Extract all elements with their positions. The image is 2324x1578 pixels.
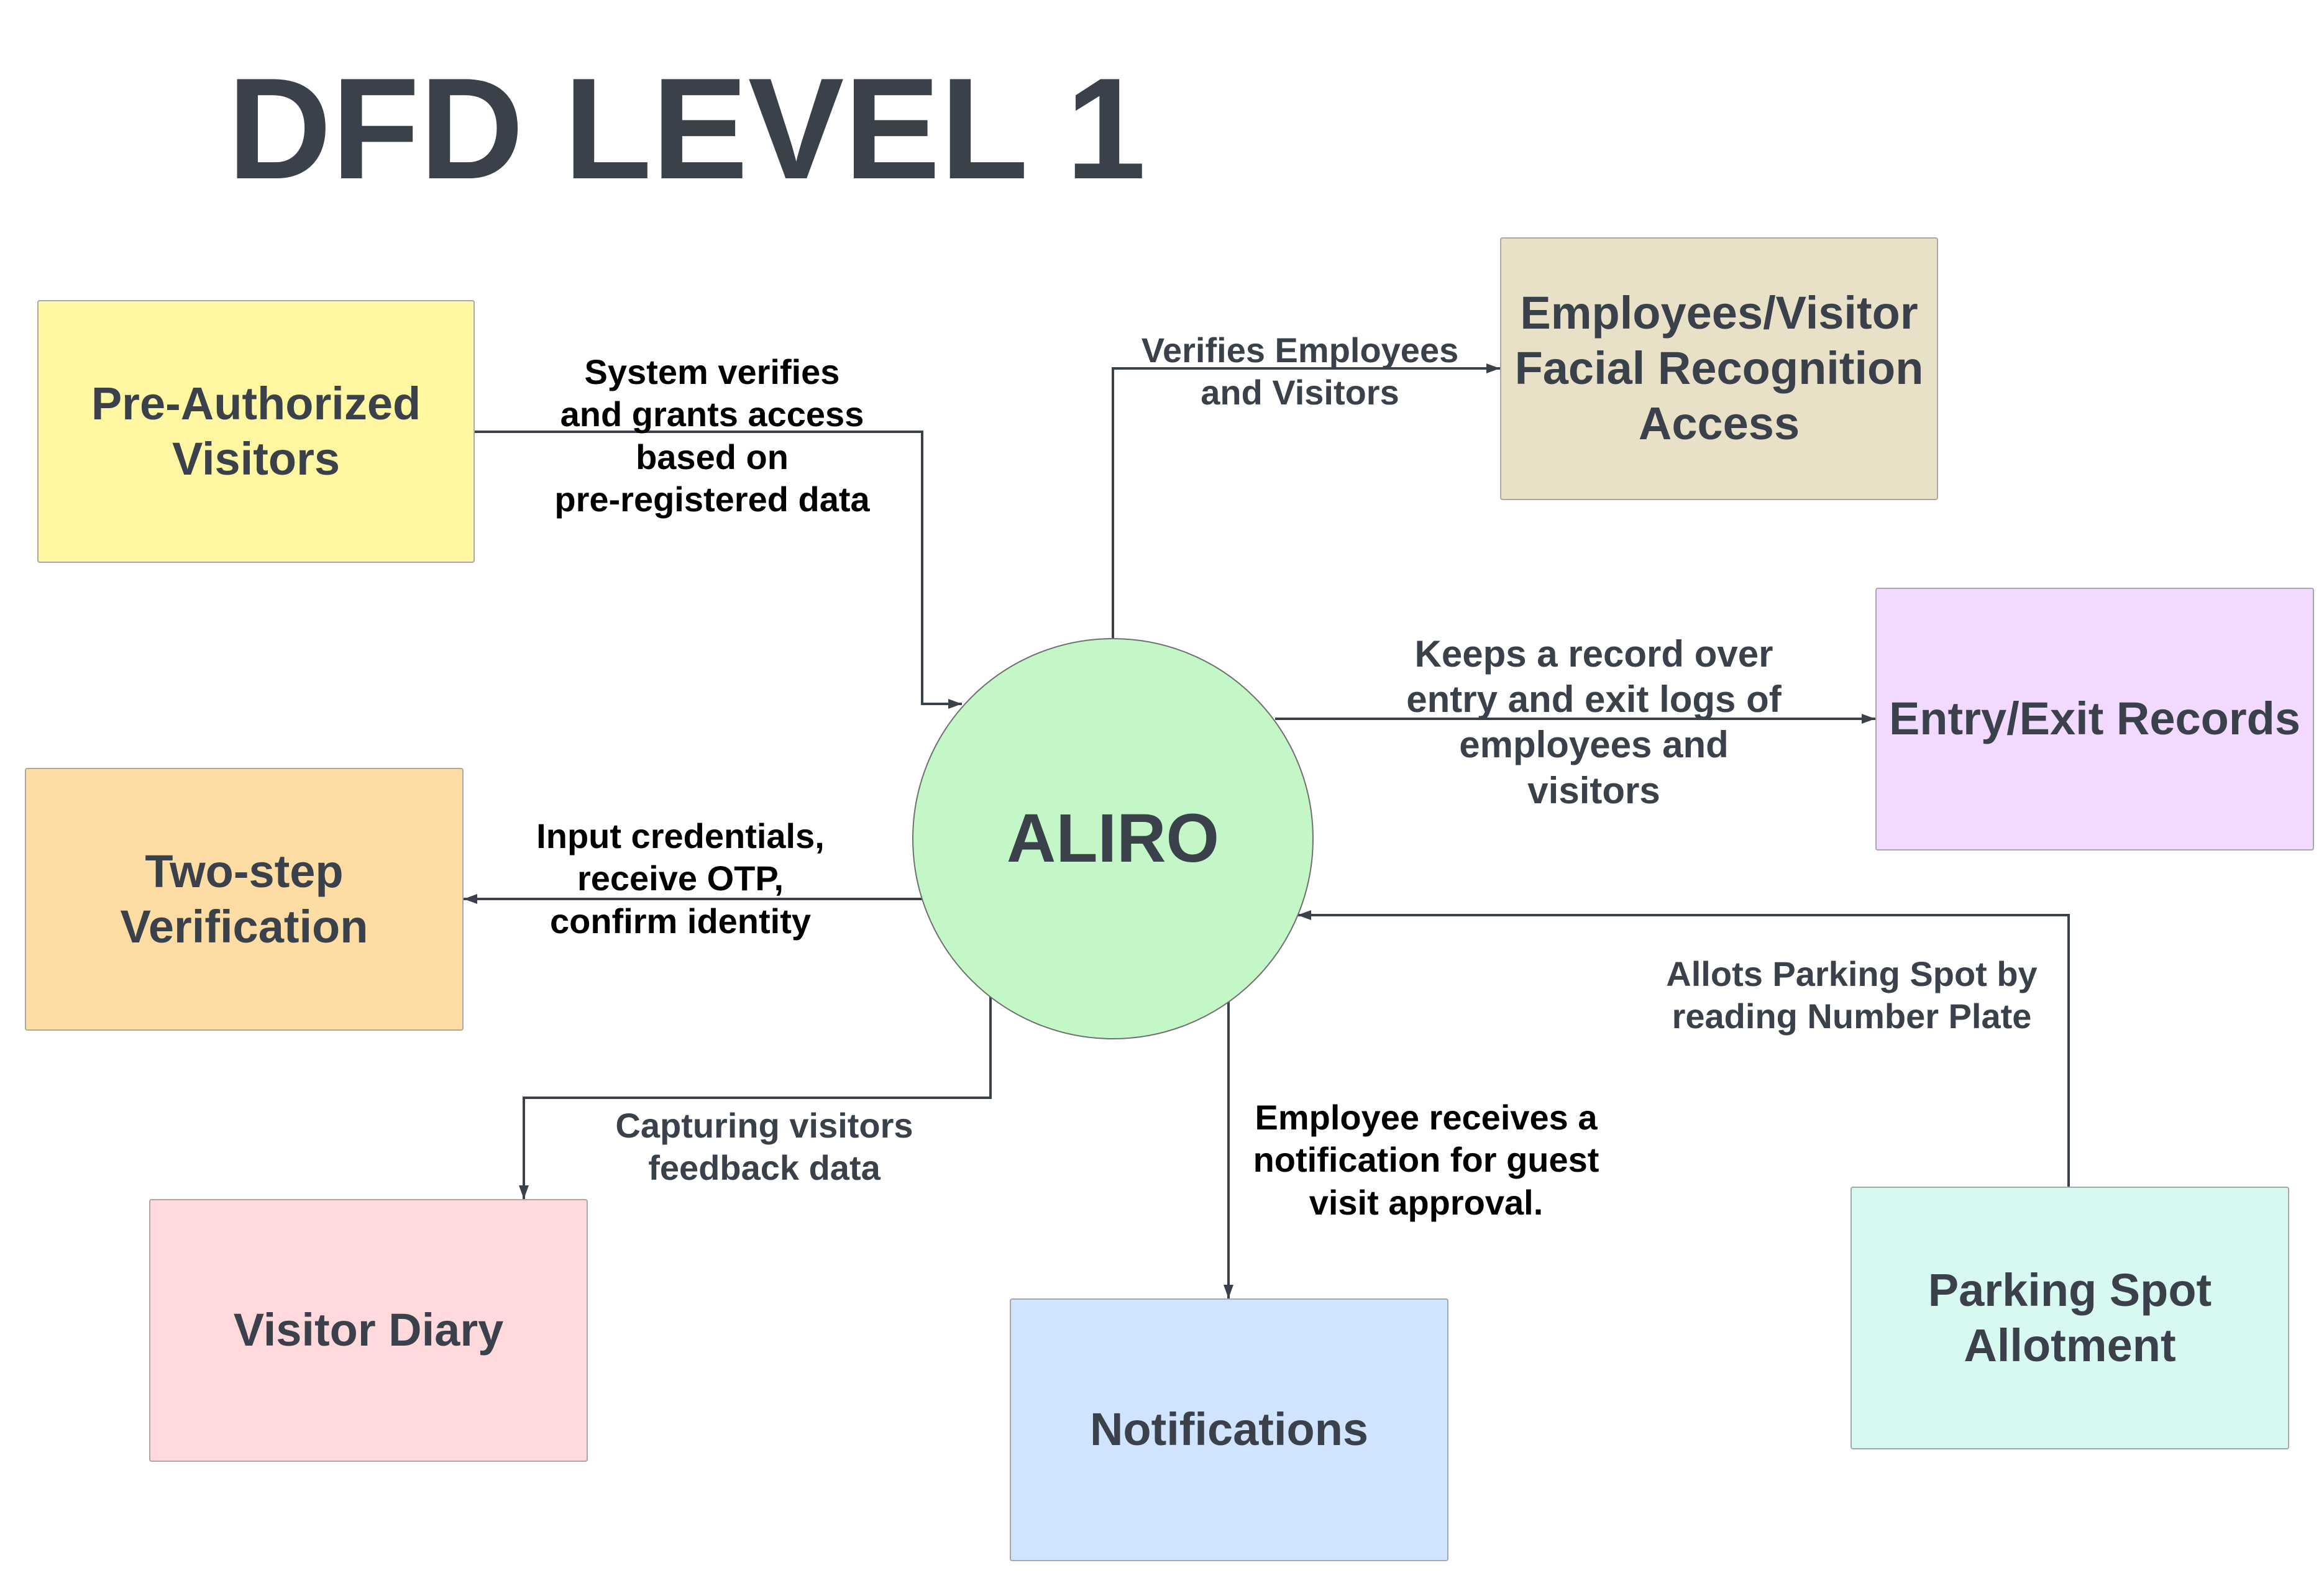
flow-label-parking: Allots Parking Spot by reading Number Pl… bbox=[1666, 954, 2038, 1036]
flow-label-entry-exit: Keeps a record over entry and exit logs … bbox=[1406, 633, 1782, 811]
flow-label-two-step: Input credentials, receive OTP, confirm … bbox=[536, 816, 825, 941]
entity-facial-recognition-access[interactable]: Employees/Visitor Facial Recognition Acc… bbox=[1500, 237, 1938, 500]
entity-entry-exit-records[interactable]: Entry/Exit Records bbox=[1875, 588, 2314, 851]
flow-label-pre-authorized: System verifies and grants access based … bbox=[554, 352, 870, 519]
flow-label-facial-recognition: Verifies Employees and Visitors bbox=[1141, 331, 1459, 413]
entity-visitor-diary[interactable]: Visitor Diary bbox=[149, 1199, 588, 1462]
flow-label-visitor-diary: Capturing visitors feedback data bbox=[615, 1106, 913, 1188]
flow-line-visitor-diary bbox=[519, 993, 992, 1199]
flow-label-notifications: Employee receives a notification for gue… bbox=[1253, 1098, 1599, 1222]
process-aliro[interactable]: ALIRO bbox=[912, 638, 1314, 1039]
flow-line-facial-recognition bbox=[1112, 363, 1500, 638]
flow-line-pre-authorized bbox=[473, 431, 962, 709]
entity-pre-authorized-visitors[interactable]: Pre-Authorized Visitors bbox=[37, 300, 475, 563]
entity-two-step-verification[interactable]: Two-step Verification bbox=[25, 768, 464, 1031]
flow-line-parking bbox=[1297, 910, 2070, 1187]
entity-notifications[interactable]: Notifications bbox=[1010, 1298, 1448, 1561]
diagram-title: DFD LEVEL 1 bbox=[227, 48, 1146, 209]
entity-parking-spot-allotment[interactable]: Parking Spot Allotment bbox=[1851, 1187, 2289, 1449]
